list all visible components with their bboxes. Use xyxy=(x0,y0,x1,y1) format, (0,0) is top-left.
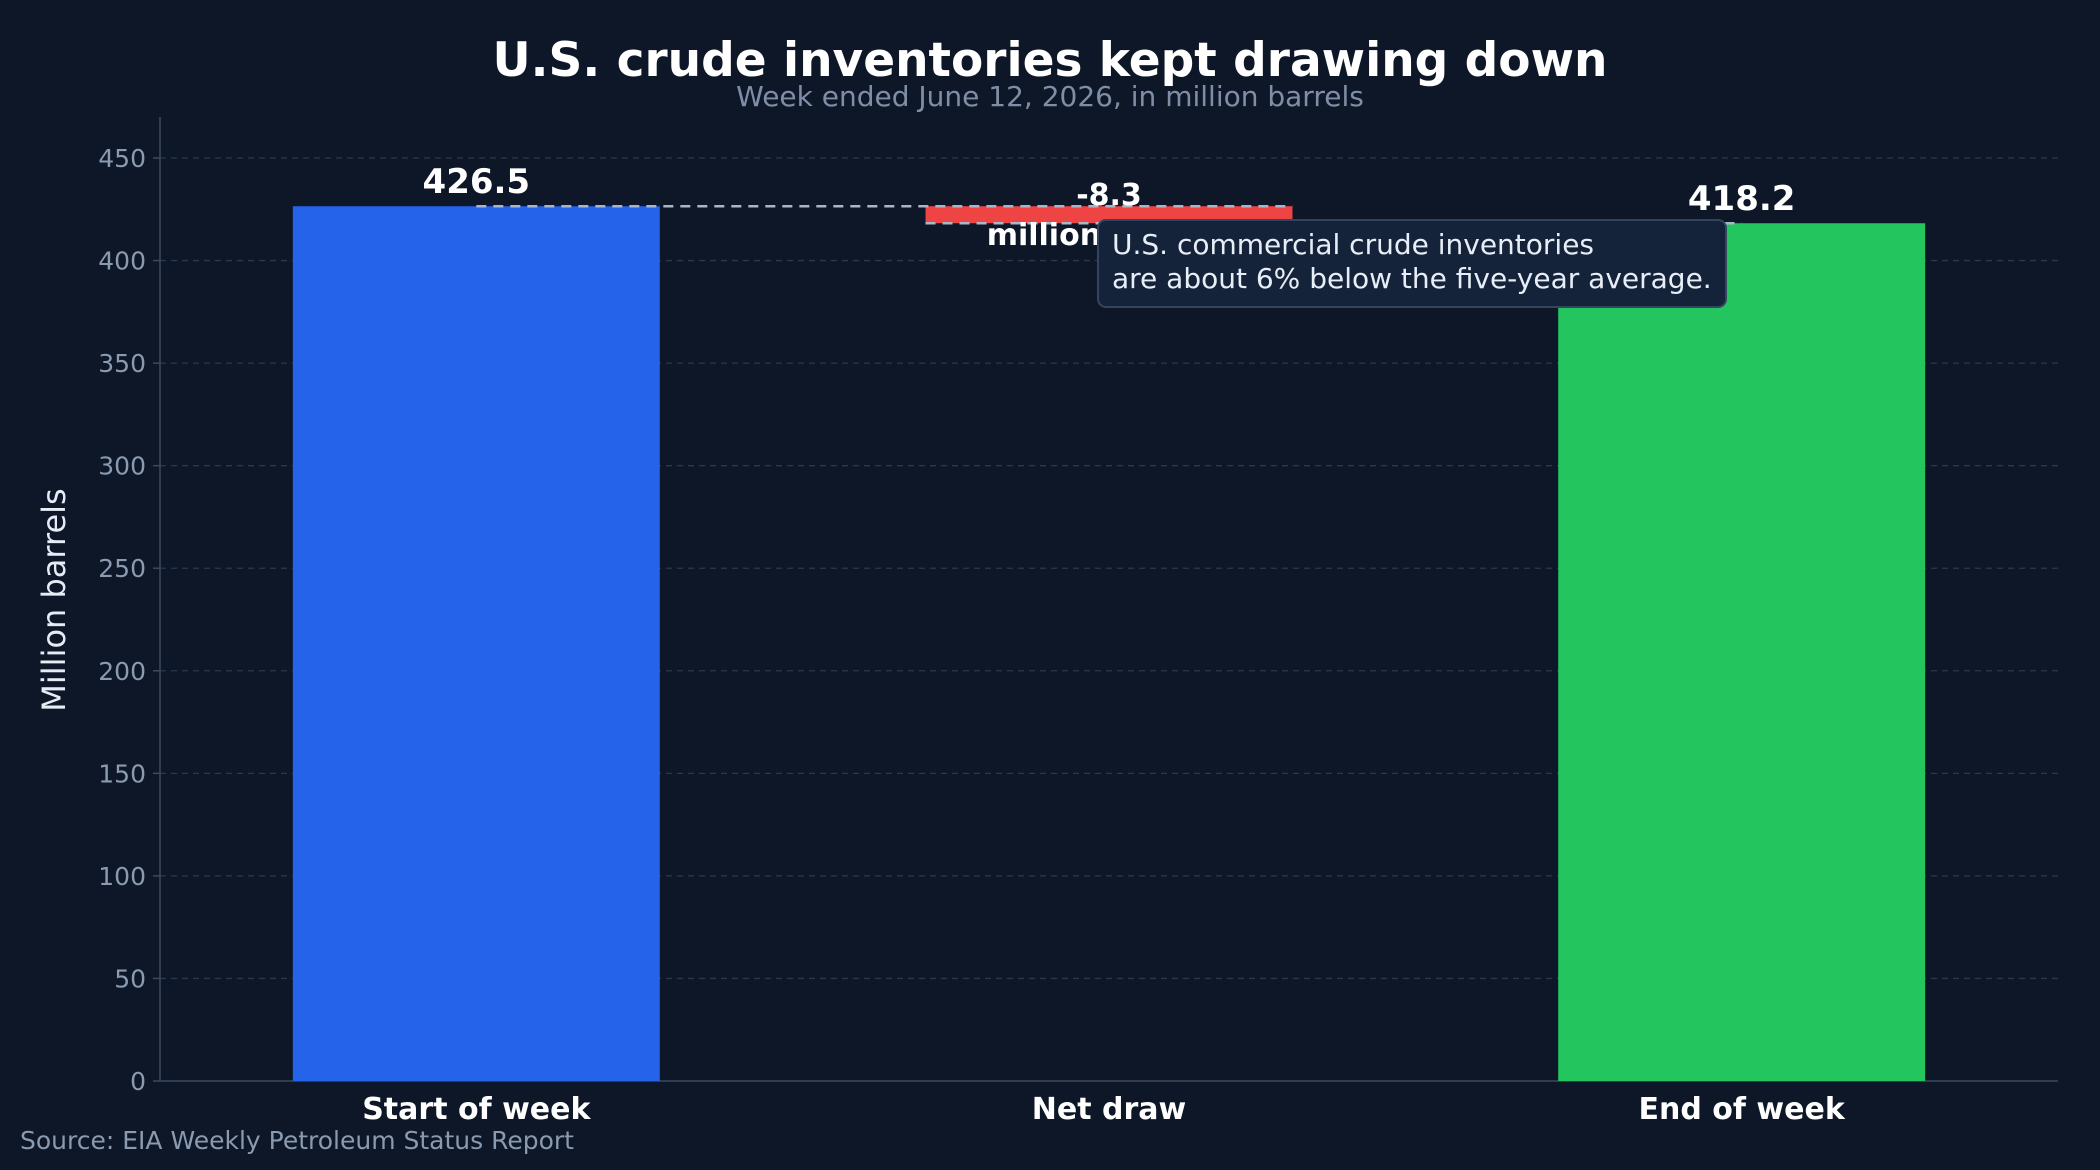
x-tick-label: Net draw xyxy=(1032,1092,1186,1127)
axes: 0 50 100 150 200 250 300 350 400 450 Start of week… xyxy=(98,117,2058,1127)
x-tick-label: End of week xyxy=(1639,1092,1846,1127)
y-tick-label: 350 xyxy=(98,349,146,378)
source-note: Source: EIA Weekly Petroleum Status Repo… xyxy=(20,1126,574,1155)
y-tick-label: 250 xyxy=(98,554,146,583)
bar-start-of-week xyxy=(292,206,660,1081)
bar-net-draw xyxy=(925,206,1293,224)
bars xyxy=(292,206,1926,1081)
y-tick-label: 50 xyxy=(114,964,146,993)
y-tick-label: 400 xyxy=(98,247,146,276)
y-tick-label: 450 xyxy=(98,144,146,173)
annotation-callout: U.S. commercial crude inventories are ab… xyxy=(1097,219,1727,308)
annotation-line-2: are about 6% below the five-year average… xyxy=(1112,262,1712,295)
chart-title: U.S. crude inventories kept drawing down xyxy=(493,33,1608,88)
y-axis-label: Million barrels xyxy=(35,488,73,711)
y-tick-label: 300 xyxy=(98,452,146,481)
bar-end-of-week xyxy=(1558,223,1926,1081)
x-tick-label: Start of week xyxy=(362,1092,591,1127)
value-label-start: 426.5 xyxy=(423,162,531,202)
y-tick-label: 200 xyxy=(98,657,146,686)
chart-subtitle: Week ended June 12, 2026, in million bar… xyxy=(736,80,1364,113)
value-label-draw: -8.3 xyxy=(1076,178,1142,213)
y-tick-label: 0 xyxy=(130,1067,146,1096)
chart-texts: U.S. crude inventories kept drawing down… xyxy=(20,33,1607,1155)
value-label-end: 418.2 xyxy=(1688,179,1796,219)
annotation-line-1: U.S. commercial crude inventories xyxy=(1112,228,1595,261)
y-tick-label: 150 xyxy=(98,759,146,788)
y-tick-label: 100 xyxy=(98,862,146,891)
